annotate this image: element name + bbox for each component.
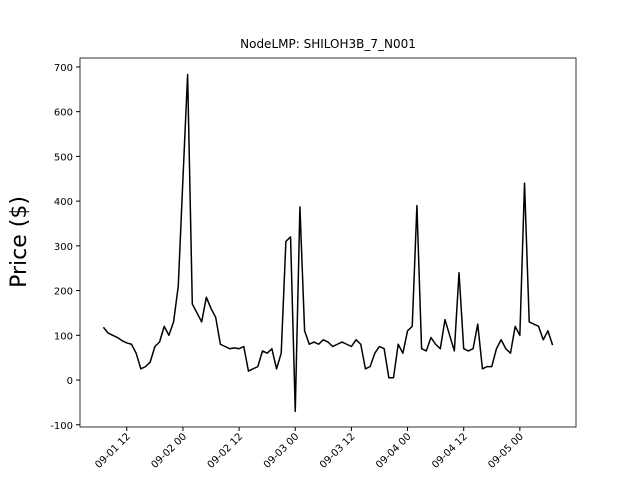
y-tick-label: 0: [67, 376, 73, 387]
x-tick-label: 09-02 12: [206, 431, 246, 471]
y-tick-label: 300: [54, 242, 73, 253]
plot-frame: [79, 57, 577, 428]
x-tick-label: 09-04 00: [374, 431, 414, 471]
x-tick-label: 09-05 00: [486, 431, 526, 471]
y-tick-label: 100: [54, 331, 73, 342]
y-tick-label: 600: [54, 108, 73, 119]
price-line: [102, 73, 554, 413]
y-tick-label: 200: [54, 287, 73, 298]
x-tick-label: 09-02 00: [149, 431, 189, 471]
x-tick-label: 09-03 12: [318, 431, 358, 471]
y-tick-label: 700: [54, 63, 73, 74]
y-tick-label: 400: [54, 197, 73, 208]
x-tick-label: 09-04 12: [430, 431, 470, 471]
x-tick-label: 09-03 00: [262, 431, 302, 471]
y-tick-label: 500: [54, 152, 73, 163]
chart-title: NodeLMP: SHILOH3B_7_N001: [240, 37, 416, 51]
y-axis-label: Price ($): [7, 196, 32, 288]
y-tick-label: -100: [50, 421, 73, 432]
x-tick-label: 09-01 12: [93, 431, 133, 471]
